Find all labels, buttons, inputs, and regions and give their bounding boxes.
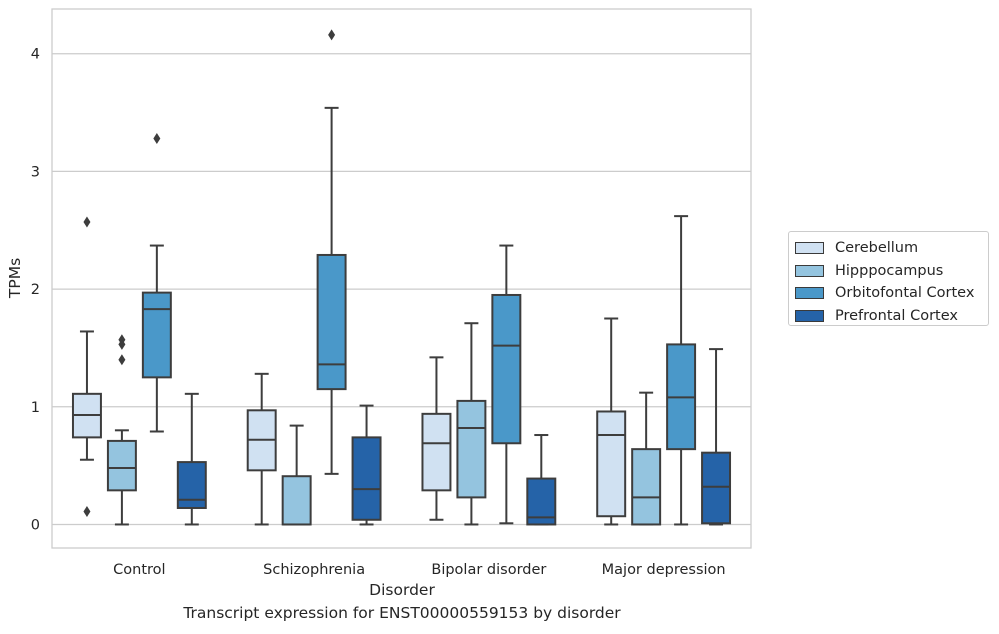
legend-label: Hipppocampus <box>835 262 944 279</box>
legend: Cerebellum Hipppocampus Orbitofontal Cor… <box>788 231 989 326</box>
box-body <box>701 451 732 525</box>
x-axis-label: Disorder <box>369 581 435 599</box>
box <box>141 132 172 433</box>
legend-item: Hipppocampus <box>795 260 988 283</box>
box <box>491 244 522 525</box>
box-body <box>106 439 137 492</box>
x-tick-label: Control <box>113 562 165 578</box>
outlier-point <box>83 506 91 518</box>
legend-swatch <box>795 309 824 322</box>
box-body <box>176 461 207 509</box>
box <box>526 434 557 526</box>
box <box>421 356 452 521</box>
box-body <box>351 436 382 521</box>
x-tick-label: Bipolar disorder <box>431 562 546 578</box>
y-tick-label: 3 <box>31 164 40 180</box>
box <box>666 215 697 526</box>
box <box>701 348 732 526</box>
y-tick-label: 1 <box>31 400 40 416</box>
box <box>246 372 277 526</box>
box <box>106 334 137 526</box>
y-tick-label: 4 <box>31 47 40 63</box>
box <box>631 391 662 526</box>
tick-labels: 0 1 2 3 4 Control Schizophrenia Bipolar disorde… <box>31 47 726 578</box>
box-body <box>631 448 662 526</box>
box-body <box>316 253 347 391</box>
box <box>71 216 102 518</box>
outlier-point <box>118 354 126 366</box>
y-tick-label: 2 <box>31 282 40 298</box>
outlier-point <box>328 29 336 41</box>
legend-item: Prefrontal Cortex <box>795 305 988 328</box>
legend-swatch <box>795 264 824 277</box>
legend-item: Orbitofontal Cortex <box>795 282 988 305</box>
box <box>281 424 312 526</box>
box-body <box>456 399 487 499</box>
x-tick-label: Major depression <box>602 562 726 578</box>
legend-label: Cerebellum <box>835 240 919 257</box>
box-body <box>596 410 627 518</box>
box <box>316 29 347 475</box>
y-axis-label: TPMs <box>6 258 24 299</box>
legend-item: Cerebellum <box>795 237 988 260</box>
x-tick-label: Schizophrenia <box>263 562 365 578</box>
legend-label: Prefrontal Cortex <box>835 307 958 324</box>
box <box>596 317 627 526</box>
box <box>456 322 487 526</box>
outlier-point <box>118 338 126 350</box>
boxes <box>71 29 732 526</box>
box <box>176 392 207 526</box>
box <box>351 404 382 526</box>
outlier-point <box>83 216 91 228</box>
box-body <box>421 412 452 492</box>
y-tick-label: 0 <box>31 517 40 533</box>
box-body <box>281 475 312 526</box>
box-body <box>491 293 522 445</box>
legend-swatch <box>795 242 824 255</box>
box-body <box>141 291 172 379</box>
legend-swatch <box>795 287 824 300</box>
outlier-point <box>153 132 161 144</box>
legend-label: Orbitofontal Cortex <box>835 285 975 302</box>
chart-title: Transcript expression for ENST0000055915… <box>183 604 621 622</box>
